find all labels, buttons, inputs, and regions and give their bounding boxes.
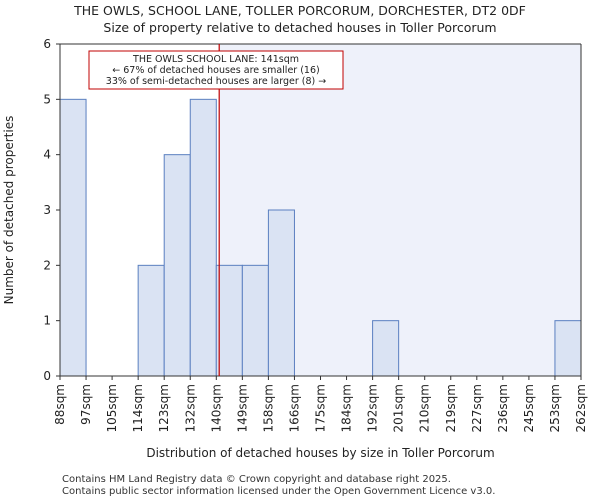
footer-licence: Contains public sector information licen…: [62, 486, 496, 497]
x-tick-label-192sqm: 192sqm: [366, 384, 380, 432]
x-tick-label-149sqm: 149sqm: [235, 384, 249, 432]
bar-123sqm: [163, 154, 191, 377]
x-tick-label-253sqm: 253sqm: [548, 384, 562, 432]
chart-subtitle: Size of property relative to detached ho…: [103, 20, 497, 35]
x-tick-label-88sqm: 88sqm: [53, 384, 67, 425]
x-tick-label-114sqm: 114sqm: [131, 384, 145, 432]
y-tick-label-0: 0: [43, 369, 51, 383]
x-tick-label-132sqm: 132sqm: [183, 384, 197, 432]
y-axis-label: Number of detached properties: [2, 116, 16, 305]
x-tick-label-262sqm: 262sqm: [574, 384, 588, 432]
annotation-line-2: ← 67% of detached houses are smaller (16…: [112, 65, 319, 76]
x-tick-label-97sqm: 97sqm: [79, 384, 93, 425]
x-tick-label-201sqm: 201sqm: [392, 384, 406, 432]
annotation-line-3: 33% of semi-detached houses are larger (…: [106, 76, 326, 87]
x-tick-label-245sqm: 245sqm: [522, 384, 536, 432]
bar-253sqm: [554, 320, 582, 377]
x-axis-label: Distribution of detached houses by size …: [146, 446, 494, 460]
x-tick-label-184sqm: 184sqm: [340, 384, 354, 432]
x-tick-label-123sqm: 123sqm: [157, 384, 171, 432]
bar-132sqm: [189, 98, 217, 377]
bar-192sqm: [372, 320, 400, 377]
y-tick-label-3: 3: [43, 203, 51, 217]
histogram-chart: 0 1 2 3 4 5 6 88sqm 97sqm 105sqm 114sqm 123sqm 132sq…: [2, 37, 588, 460]
chart-title: THE OWLS, SCHOOL LANE, TOLLER PORCORUM, …: [74, 3, 526, 18]
x-tick-label-210sqm: 210sqm: [418, 384, 432, 432]
footer-copyright: Contains HM Land Registry data © Crown c…: [62, 474, 451, 485]
annotation-line-1: THE OWLS SCHOOL LANE: 141sqm: [132, 54, 299, 65]
x-tick-label-219sqm: 219sqm: [444, 384, 458, 432]
bar-149sqm: [241, 264, 269, 377]
y-tick-label-1: 1: [43, 314, 51, 328]
x-tick-label-166sqm: 166sqm: [287, 384, 301, 432]
bar-114sqm: [137, 264, 165, 377]
y-tick-label-4: 4: [43, 148, 51, 162]
y-tick-label-2: 2: [43, 258, 51, 272]
bar-158sqm: [267, 209, 295, 377]
y-tick-label-6: 6: [43, 37, 51, 51]
x-tick-label-140sqm: 140sqm: [209, 384, 223, 432]
x-tick-label-158sqm: 158sqm: [261, 384, 275, 432]
x-tick-label-175sqm: 175sqm: [314, 384, 328, 432]
bar-88sqm: [59, 98, 87, 377]
x-tick-label-227sqm: 227sqm: [470, 384, 484, 432]
y-tick-label-5: 5: [43, 92, 51, 106]
x-tick-label-105sqm: 105sqm: [105, 384, 119, 432]
x-tick-label-236sqm: 236sqm: [496, 384, 510, 432]
annotation-box: [88, 50, 344, 90]
bar-140sqm: [215, 264, 243, 377]
